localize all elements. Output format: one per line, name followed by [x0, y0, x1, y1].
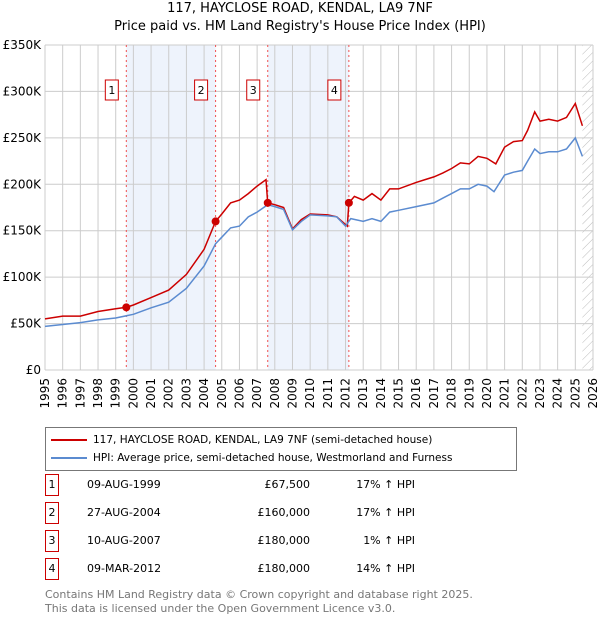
x-tick-label: 1996 [56, 378, 70, 409]
chart-subtitle: Price paid vs. HM Land Registry's House … [114, 19, 486, 34]
sale-point [122, 303, 131, 312]
sale-row: 2 27-AUG-2004 £160,000 17% ↑ HPI [45, 502, 445, 524]
sale-label-box [104, 79, 119, 101]
sale-hpi-diff: 17% ↑ HPI [356, 478, 415, 491]
x-tick-label: 2003 [179, 378, 193, 409]
x-tick-label: 2016 [409, 378, 423, 409]
legend-label-hpi: HPI: Average price, semi-detached house,… [93, 452, 453, 464]
y-tick-label: £150K [3, 224, 43, 238]
sale-price: £160,000 [257, 506, 311, 519]
footer-copyright: Contains HM Land Registry data © Crown c… [45, 588, 473, 601]
sale-label: 2 [198, 84, 205, 97]
legend: 117, HAYCLOSE ROAD, KENDAL, LA9 7NF (sem… [45, 427, 517, 471]
y-tick-label: £250K [3, 131, 43, 145]
y-tick-label: £300K [3, 84, 43, 98]
hpi-line [44, 136, 584, 328]
legend-label-property: 117, HAYCLOSE ROAD, KENDAL, LA9 7NF (sem… [93, 434, 433, 446]
x-tick-label: 2023 [533, 378, 547, 409]
x-tick-label: 2014 [374, 378, 388, 409]
price-chart: 1995 1996 1997 1998 1999 2000 2001 2002 2003 2004… [3, 38, 600, 409]
sale-date: 27-AUG-2004 [87, 506, 161, 519]
sale-hpi-diff: 1% ↑ HPI [363, 534, 415, 547]
sale-date: 09-MAR-2012 [87, 562, 162, 575]
x-tick-label: 2002 [162, 378, 176, 409]
legend-item-hpi: HPI: Average price, semi-detached house,… [51, 450, 452, 466]
legend-item-property: 117, HAYCLOSE ROAD, KENDAL, LA9 7NF (sem… [51, 432, 432, 448]
x-tick-label: 2010 [303, 378, 317, 409]
x-tick-label: 2021 [498, 378, 512, 409]
sale-label-box [327, 79, 342, 101]
x-tick-label: 2020 [480, 378, 494, 409]
x-tick-label: 1997 [73, 378, 87, 409]
x-tick-label: 2011 [321, 378, 335, 409]
sale-price: £67,500 [264, 478, 311, 491]
sale-number: 2 [45, 502, 59, 524]
x-tick-label: 2004 [197, 378, 211, 409]
sale-price: £180,000 [257, 562, 311, 575]
y-tick-label: £100K [3, 270, 43, 284]
x-tick-label: 2013 [356, 378, 370, 409]
y-tick-label: £350K [3, 38, 43, 52]
x-tick-label: 1998 [91, 378, 105, 409]
y-tick-label: £50K [10, 317, 42, 331]
sale-hpi-diff: 17% ↑ HPI [356, 506, 415, 519]
x-tick-label: 2005 [215, 378, 229, 409]
sale-point [263, 198, 272, 207]
x-tick-label: 2009 [285, 378, 299, 409]
legend-swatch-property [51, 439, 87, 441]
sale-row: 3 10-AUG-2007 £180,000 1% ↑ HPI [45, 530, 445, 552]
sale-row: 4 09-MAR-2012 £180,000 14% ↑ HPI [45, 558, 445, 580]
sale-label-box [246, 79, 261, 101]
x-tick-label: 2018 [445, 378, 459, 409]
x-tick-label: 2001 [144, 378, 158, 409]
y-tick-label: £0 [26, 363, 41, 377]
sale-label-box [194, 79, 209, 101]
x-tick-label: 2006 [232, 378, 246, 409]
sale-price: £180,000 [257, 534, 311, 547]
x-tick-label: 1995 [38, 378, 52, 409]
sale-number: 3 [45, 530, 59, 552]
sale-point [344, 198, 353, 207]
x-tick-label: 2019 [462, 378, 476, 409]
x-tick-label: 2007 [250, 378, 264, 409]
x-tick-label: 2000 [126, 378, 140, 409]
legend-swatch-hpi [51, 457, 87, 459]
x-tick-label: 2024 [551, 378, 565, 409]
x-tick-label: 2025 [568, 378, 582, 409]
forecast-hatch [582, 45, 593, 370]
x-tick-label: 2026 [586, 378, 600, 409]
x-tick-label: 2008 [268, 378, 282, 409]
sale-label: 4 [331, 84, 338, 97]
footer-licence: This data is licensed under the Open Gov… [45, 602, 396, 615]
sale-label: 3 [250, 84, 257, 97]
x-tick-label: 2012 [339, 378, 353, 409]
x-tick-label: 2017 [427, 378, 441, 409]
sale-row: 1 09-AUG-1999 £67,500 17% ↑ HPI [45, 474, 445, 496]
x-tick-label: 1999 [109, 378, 123, 409]
x-tick-label: 2022 [515, 378, 529, 409]
sale-label: 1 [108, 84, 115, 97]
sale-date: 09-AUG-1999 [87, 478, 161, 491]
sale-point [211, 217, 220, 226]
y-tick-label: £200K [3, 177, 43, 191]
sale-number: 4 [45, 558, 59, 580]
sale-date: 10-AUG-2007 [87, 534, 161, 547]
sale-hpi-diff: 14% ↑ HPI [356, 562, 415, 575]
chart-title: 117, HAYCLOSE ROAD, KENDAL, LA9 7NF [167, 1, 433, 16]
sale-number: 1 [45, 474, 59, 496]
x-tick-label: 2015 [392, 378, 406, 409]
